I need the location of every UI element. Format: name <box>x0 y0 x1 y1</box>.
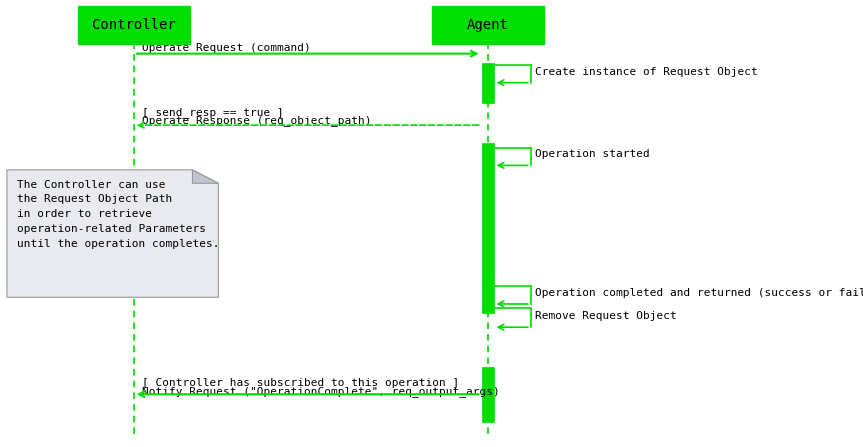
Bar <box>432 6 544 44</box>
Text: Create instance of Request Object: Create instance of Request Object <box>535 67 758 76</box>
Text: The Controller can use
the Request Object Path
in order to retrieve
operation-re: The Controller can use the Request Objec… <box>17 180 220 249</box>
Bar <box>482 367 494 422</box>
Text: Operate Request (command): Operate Request (command) <box>142 43 312 53</box>
Text: Notify Request ("OperationComplete", req_output_args): Notify Request ("OperationComplete", req… <box>142 386 501 396</box>
Text: Remove Request Object: Remove Request Object <box>535 311 677 321</box>
Text: Operate Response (req_object_path): Operate Response (req_object_path) <box>142 115 372 126</box>
Bar <box>482 143 494 313</box>
Bar <box>482 63 494 103</box>
Text: [ send_resp == true ]: [ send_resp == true ] <box>142 107 284 118</box>
Polygon shape <box>7 170 218 297</box>
Text: Operation started: Operation started <box>535 149 650 159</box>
Text: Agent: Agent <box>467 17 508 32</box>
Text: [ Controller has subscribed to this operation ]: [ Controller has subscribed to this oper… <box>142 378 460 388</box>
Bar <box>78 6 190 44</box>
Text: Operation completed and returned (success or failure): Operation completed and returned (succes… <box>535 288 863 298</box>
Text: Controller: Controller <box>91 17 176 32</box>
Polygon shape <box>192 170 218 183</box>
